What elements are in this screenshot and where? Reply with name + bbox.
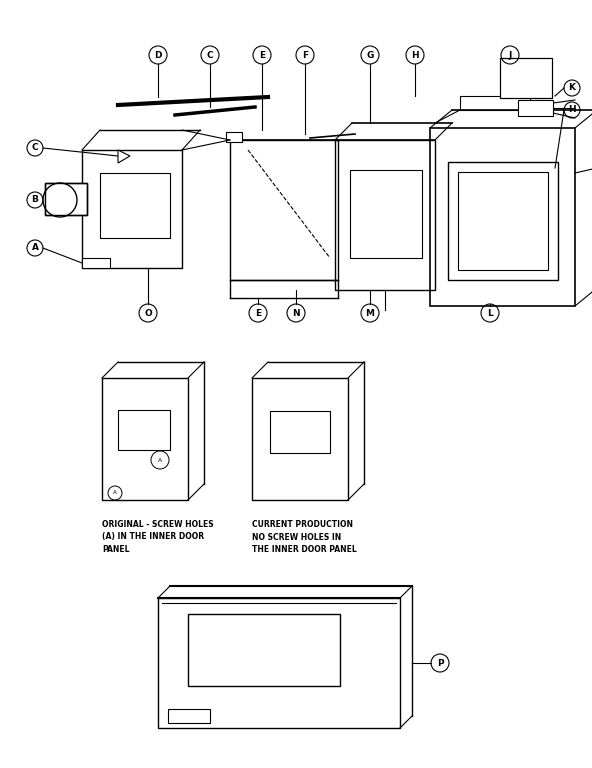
Text: G: G	[366, 51, 374, 59]
Text: E: E	[259, 51, 265, 59]
Bar	[168, 709, 210, 723]
Bar	[100, 173, 170, 238]
Bar	[500, 58, 552, 98]
Text: H: H	[411, 51, 419, 59]
Bar	[188, 614, 340, 686]
Bar	[82, 150, 182, 268]
Bar	[350, 170, 422, 258]
Text: E: E	[255, 309, 261, 317]
Text: L: L	[487, 309, 493, 317]
Bar	[335, 140, 435, 290]
Bar	[45, 183, 87, 215]
Text: CURRENT PRODUCTION
NO SCREW HOLES IN
THE INNER DOOR PANEL: CURRENT PRODUCTION NO SCREW HOLES IN THE…	[252, 520, 357, 554]
Text: B: B	[31, 196, 38, 204]
Text: A: A	[113, 491, 117, 495]
Bar	[82, 258, 110, 268]
Text: D: D	[155, 51, 162, 59]
Bar	[118, 410, 170, 450]
Text: O: O	[144, 309, 152, 317]
Text: ORIGINAL - SCREW HOLES
(A) IN THE INNER DOOR
PANEL: ORIGINAL - SCREW HOLES (A) IN THE INNER …	[102, 520, 214, 554]
Bar	[458, 172, 548, 270]
Text: F: F	[302, 51, 308, 59]
Bar	[230, 140, 338, 280]
Text: A: A	[158, 458, 162, 462]
Bar	[226, 132, 242, 142]
Polygon shape	[118, 150, 130, 163]
Text: J: J	[509, 51, 511, 59]
Text: M: M	[365, 309, 375, 317]
Bar	[460, 96, 530, 110]
Bar	[430, 128, 575, 306]
Bar	[270, 411, 330, 453]
Bar	[45, 183, 87, 215]
Text: C: C	[32, 144, 38, 153]
Bar	[448, 162, 558, 280]
Text: N: N	[292, 309, 300, 317]
Text: P: P	[437, 658, 443, 667]
Bar	[518, 100, 553, 116]
Text: C: C	[207, 51, 213, 59]
Circle shape	[43, 183, 77, 217]
Text: K: K	[568, 84, 575, 92]
Bar	[500, 58, 552, 98]
Text: H: H	[568, 105, 576, 114]
Text: A: A	[31, 243, 38, 253]
